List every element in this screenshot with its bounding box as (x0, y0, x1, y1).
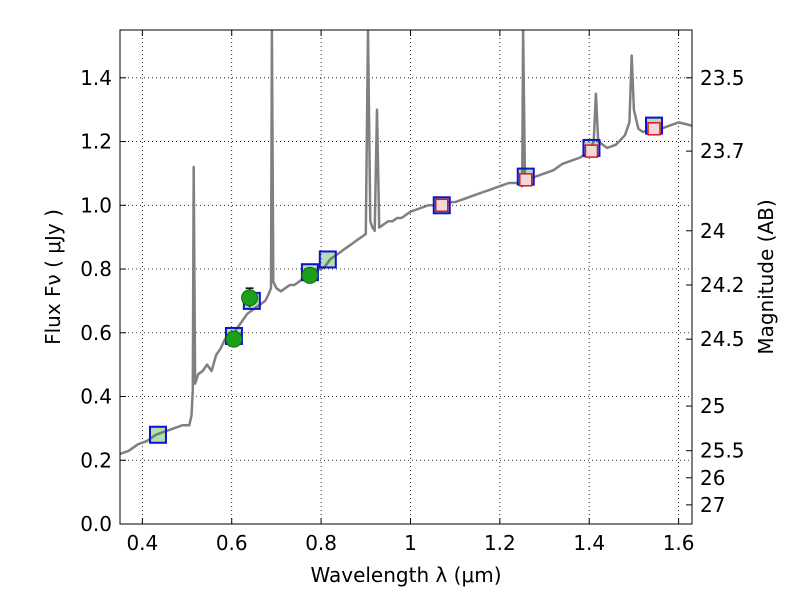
x-tick-label: 1 (404, 531, 417, 555)
observed-flux-point (225, 330, 243, 348)
y-tick-label: 0.2 (80, 448, 112, 472)
observed-flux-point (301, 266, 319, 284)
plot-area (120, 30, 692, 456)
right-tick-label: 26 (700, 466, 725, 490)
right-tick-label: 24.2 (700, 273, 745, 297)
spectrum-line (120, 30, 692, 456)
model-flux-square (148, 425, 167, 444)
right-axis-label: Magnitude (AB) (754, 199, 778, 354)
nir-flux-square (519, 173, 533, 187)
axes: 0.4 0.6 0.8 1 1.2 1.4 1.6 0.0 0.2 0.4 0.6 0.8 1.0 1.2… (80, 30, 745, 555)
x-axis-label: Wavelength λ (μm) (310, 563, 501, 587)
right-tick-label: 23.7 (700, 139, 745, 163)
right-tick-label: 25 (700, 394, 725, 418)
right-tick-label: 25.5 (700, 439, 745, 463)
model-flux-square (318, 250, 337, 269)
y-tick-label: 0.0 (80, 512, 112, 536)
y-axis-label: Flux Fν ( μJy ) (41, 209, 65, 345)
right-tick-label: 23.5 (700, 66, 745, 90)
y-tick-label: 1.4 (80, 66, 112, 90)
y-tick-label: 0.4 (80, 385, 112, 409)
x-tick-label: 0.4 (126, 531, 158, 555)
right-tick-label: 24 (700, 219, 725, 243)
y-tick-label: 0.6 (80, 321, 112, 345)
plot-frame (119, 29, 693, 525)
observed-flux-point (241, 289, 259, 307)
y-tick-label: 0.8 (80, 257, 112, 281)
right-tick-label: 24.5 (700, 327, 745, 351)
x-tick-label: 0.8 (305, 531, 337, 555)
x-tick-label: 1.6 (663, 531, 695, 555)
x-tick-label: 0.6 (216, 531, 248, 555)
x-tick-label: 1.4 (573, 531, 605, 555)
y-tick-label: 1.0 (80, 193, 112, 217)
nir-flux-square (584, 144, 599, 158)
x-tick-label: 1.2 (484, 531, 516, 555)
nir-flux-square (435, 198, 449, 213)
nir-flux-square (647, 122, 661, 136)
y-tick-label: 1.2 (80, 130, 112, 154)
right-tick-label: 27 (700, 493, 725, 517)
